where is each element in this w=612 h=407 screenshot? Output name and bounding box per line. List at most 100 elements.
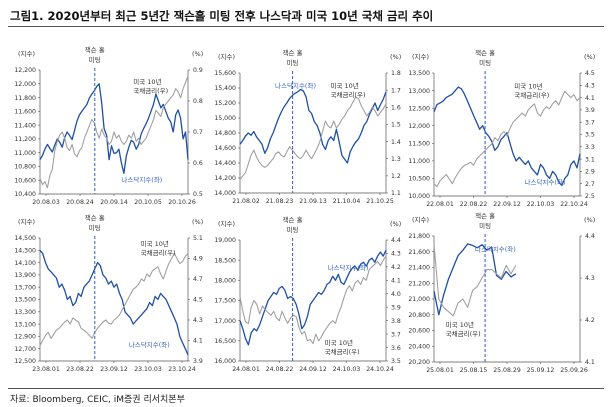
right-tick-label: 1.3 <box>391 156 401 163</box>
x-tick-label: 23.08.01 <box>32 366 60 373</box>
left-tick-label: 11,500 <box>408 140 430 147</box>
nasdaq-series-label: 나스닥지수(좌) <box>475 245 516 254</box>
event-label-line2: 미팅 <box>479 58 491 67</box>
x-tick-label: 25.08.29 <box>493 367 521 374</box>
right-tick-label: 0.8 <box>193 98 203 105</box>
event-label-line1: 잭슨 홀 <box>283 48 303 57</box>
right-tick-label: 4.5 <box>585 70 595 77</box>
nasdaq-series-line <box>433 86 581 187</box>
left-tick-label: 14,100 <box>14 260 36 267</box>
right-axis-unit: (%) <box>390 220 401 228</box>
left-tick-label: 17,500 <box>214 298 236 305</box>
left-tick-label: 10,400 <box>14 191 36 198</box>
x-tick-label: 22.10.24 <box>560 201 588 208</box>
left-axis-unit: (지수) <box>18 49 35 58</box>
x-tick-label: 20.09.14 <box>100 199 128 206</box>
x-tick-label: 24.10.24 <box>366 366 394 373</box>
us10y-series-label-line2: 국채금리(우) <box>141 248 176 257</box>
left-tick-label: 18,500 <box>214 257 236 264</box>
left-tick-label: 15,400 <box>214 85 236 92</box>
left-tick-label: 11,000 <box>408 158 430 165</box>
event-label-line2: 미팅 <box>89 55 101 64</box>
x-tick-label: 20.08.24 <box>66 199 94 206</box>
right-tick-label: 3.9 <box>193 358 203 365</box>
right-tick-label: 3.5 <box>585 132 595 139</box>
left-tick-label: 10,000 <box>408 193 430 200</box>
left-tick-label: 13,500 <box>408 70 430 77</box>
right-tick-label: 4.1 <box>193 338 203 345</box>
left-tick-label: 14,200 <box>214 175 236 182</box>
us10y-series-label-line2: 국채금리(우) <box>331 90 366 99</box>
x-tick-label: 21.08.02 <box>232 198 260 205</box>
event-label-line1: 잭슨 홀 <box>475 211 495 220</box>
chart-panel-5: (지수) (%) 16,000 16,500 17,000 17,500 18,000 18,… <box>214 215 401 373</box>
left-tick-label: 14,500 <box>14 235 36 242</box>
right-tick-label: 3.7 <box>585 119 595 126</box>
left-tick-label: 21,400 <box>408 265 430 272</box>
left-axis-unit: (지수) <box>18 217 35 226</box>
left-tick-label: 10,500 <box>408 176 430 183</box>
right-tick-label: 1.1 <box>391 190 401 197</box>
event-label-line1: 잭슨 홀 <box>475 48 495 57</box>
right-tick-label: 4.3 <box>585 83 595 90</box>
us10y-series-line <box>39 75 189 189</box>
left-tick-label: 15,200 <box>214 100 236 107</box>
right-tick-label: 3.9 <box>585 107 595 114</box>
left-tick-label: 12,900 <box>14 334 36 341</box>
left-tick-label: 13,500 <box>14 297 36 304</box>
right-tick-label: 1.5 <box>391 122 401 129</box>
left-tick-label: 12,000 <box>14 81 36 88</box>
left-tick-label: 13,300 <box>14 309 36 316</box>
right-tick-label: 2.9 <box>585 169 595 176</box>
chart-panel-3: (지수) (%) 10,000 10,500 11,000 11,500 12,000 12,… <box>408 48 595 208</box>
left-tick-label: 11,400 <box>14 122 36 129</box>
right-tick-label: 5.1 <box>193 235 203 242</box>
event-label-line1: 잭슨 홀 <box>85 213 105 222</box>
right-tick-label: 4.1 <box>585 95 595 102</box>
left-tick-label: 11,800 <box>14 95 36 102</box>
right-axis-unit: (%) <box>390 53 401 61</box>
x-tick-label: 23.10.24 <box>168 366 196 373</box>
right-tick-label: 2.7 <box>585 181 595 188</box>
left-tick-label: 10,600 <box>14 177 36 184</box>
nasdaq-series-label: 나스닥지수(좌) <box>121 175 162 184</box>
us10y-series-line <box>433 90 581 188</box>
right-tick-label: 0.9 <box>193 67 203 74</box>
right-tick-label: 4.2 <box>585 317 595 324</box>
right-tick-label: 0.6 <box>193 160 203 167</box>
left-tick-label: 12,500 <box>14 358 36 365</box>
right-tick-label: 3.7 <box>391 331 401 338</box>
right-tick-label: 3.1 <box>585 156 595 163</box>
chart-panel-1: (지수) (%) 10,400 10,600 10,800 11,000 11,200 11,… <box>14 45 203 206</box>
left-tick-label: 12,500 <box>408 105 430 112</box>
right-tick-label: 0.7 <box>193 129 203 136</box>
left-axis-unit: (지수) <box>412 52 429 61</box>
source-note: 자료: Bloomberg, CEIC, iM증권 리서치본부 <box>10 395 185 405</box>
footer-rule <box>8 388 604 389</box>
left-axis-unit: (지수) <box>218 219 235 228</box>
us10y-series-label-line2: 국채금리(우) <box>325 347 360 356</box>
left-tick-label: 21,000 <box>408 296 430 303</box>
right-tick-label: 3.8 <box>391 318 401 325</box>
left-tick-label: 16,000 <box>214 358 236 365</box>
right-tick-label: 4.3 <box>585 275 595 282</box>
right-tick-label: 4.3 <box>391 251 401 258</box>
chart-panel-4: (지수) (%) 12,500 12,700 12,900 13,100 13,300 13,… <box>14 213 203 373</box>
title-rule <box>8 26 604 27</box>
left-tick-label: 10,800 <box>14 164 36 171</box>
nasdaq-series-label: 나스닥지수(좌) <box>525 177 566 186</box>
x-tick-label: 20.10.05 <box>134 199 162 206</box>
right-tick-label: 4.4 <box>585 233 595 240</box>
left-tick-label: 19,000 <box>214 237 236 244</box>
right-tick-label: 4.1 <box>585 359 595 366</box>
right-tick-label: 4.0 <box>391 291 401 298</box>
right-tick-label: 3.5 <box>391 358 401 365</box>
x-tick-label: 21.08.23 <box>266 198 294 205</box>
x-tick-label: 24.08.22 <box>266 366 294 373</box>
us10y-series-label-line2: 국채금리(우) <box>446 329 481 338</box>
x-tick-label: 22.08.01 <box>426 201 454 208</box>
us10y-series-label-line1: 미국 10년 <box>514 81 542 90</box>
left-tick-label: 14,800 <box>214 130 236 137</box>
right-tick-label: 1.7 <box>391 87 401 94</box>
